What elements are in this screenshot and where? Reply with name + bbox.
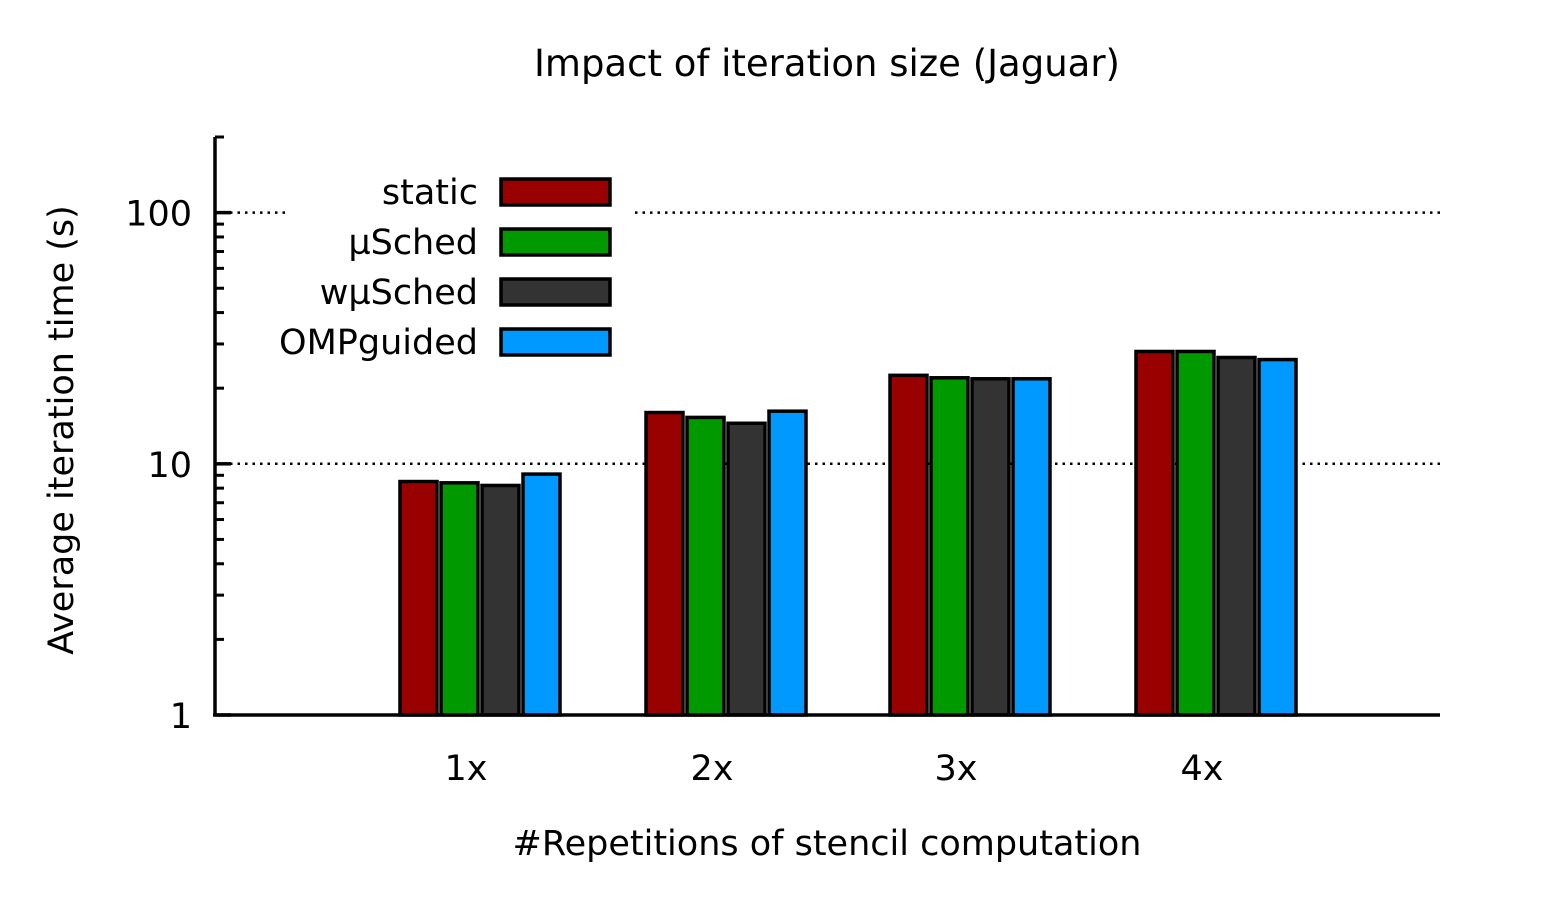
bar-4x-wµSched: [1216, 355, 1257, 717]
axes: [213, 135, 1440, 717]
bar-2x-µSched: [685, 415, 726, 717]
tick-labels: 1 10 100 1x 2x 3x 4x: [125, 195, 1223, 789]
legend-label: OMPguided: [279, 323, 478, 363]
y-axis-label: Average iteration time (s): [42, 205, 82, 655]
bar-3x-µSched: [929, 376, 970, 717]
y-tick-label: 1: [170, 697, 192, 737]
x-tick-label: 2x: [691, 749, 734, 789]
bar-2x-static: [644, 410, 685, 717]
bar-4x-µSched: [1175, 349, 1216, 717]
y-tick-label: 100: [125, 195, 192, 235]
bar-1x-static: [398, 479, 439, 717]
legend-swatch-static: [499, 177, 612, 207]
bar-4x-OMPguided: [1257, 357, 1298, 717]
chart-title: Impact of iteration size (Jaguar): [534, 42, 1120, 85]
bar-2x-OMPguided: [767, 409, 808, 717]
bar-2x-wµSched: [726, 421, 767, 717]
legend: static µSched wµSched OMPguided: [279, 168, 630, 368]
legend-swatch-OMPguided: [499, 327, 612, 357]
legend-label: µSched: [348, 223, 478, 263]
x-tick-label: 1x: [445, 749, 488, 789]
legend-label: wµSched: [320, 273, 478, 313]
bar-3x-OMPguided: [1011, 377, 1052, 717]
bar-1x-OMPguided: [521, 472, 562, 717]
bar-4x-static: [1134, 349, 1175, 717]
bar-1x-wµSched: [480, 483, 521, 717]
legend-swatch-µSched: [499, 227, 612, 257]
x-tick-label: 4x: [1181, 749, 1224, 789]
y-tick-label: 10: [147, 446, 192, 486]
bar-1x-µSched: [439, 481, 480, 717]
bar-3x-wµSched: [970, 377, 1011, 717]
legend-label: static: [382, 173, 478, 213]
x-tick-label: 3x: [935, 749, 978, 789]
legend-swatch-wµSched: [499, 277, 612, 307]
x-axis-label: #Repetitions of stencil computation: [513, 824, 1142, 864]
bars: [398, 349, 1298, 717]
bar-3x-static: [888, 373, 929, 717]
